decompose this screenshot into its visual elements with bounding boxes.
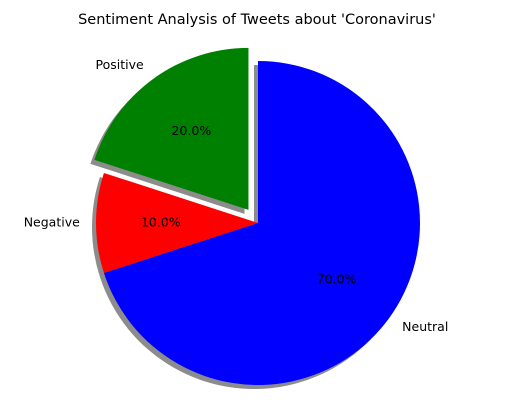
chart-title: Sentiment Analysis of Tweets about 'Coro… xyxy=(78,12,436,28)
pie-labels: Positive 20.0% Negative 10.0% Neutral 70.0% xyxy=(24,57,449,334)
pct-label-neutral: 70.0% xyxy=(317,272,357,287)
slice-positive xyxy=(94,47,249,210)
pct-label-positive: 20.0% xyxy=(171,123,211,138)
label-neutral: Neutral xyxy=(402,319,448,334)
slice-neutral xyxy=(103,61,421,386)
pie-slices xyxy=(94,47,421,386)
label-negative: Negative xyxy=(24,215,80,230)
slice-negative xyxy=(96,172,258,274)
pct-label-negative: 10.0% xyxy=(141,215,181,230)
label-positive: Positive xyxy=(96,57,144,72)
